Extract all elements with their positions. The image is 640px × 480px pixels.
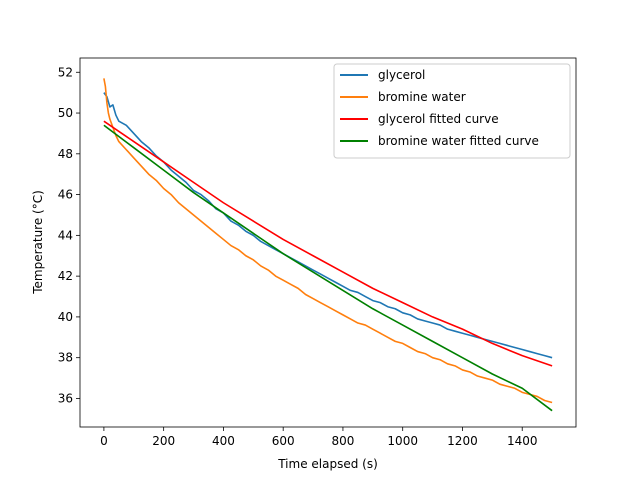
series-layer [103, 78, 553, 412]
y-tick-label: 52 [58, 65, 73, 79]
series-line-bromine-water-fitted-curve [103, 124, 553, 412]
x-tick-label: 0 [100, 434, 108, 448]
x-tick-label: 1200 [447, 434, 478, 448]
legend: glycerol bromine water glycerol fitted cur… [333, 63, 571, 159]
axes-frame [79, 57, 577, 428]
x-tick-label: 600 [272, 434, 295, 448]
y-tick-label: 46 [58, 188, 73, 202]
y-tick-label: 40 [58, 310, 73, 324]
x-tick-label: 800 [331, 434, 354, 448]
series-line-glycerol-fitted-curve [103, 120, 553, 367]
legend-box [333, 63, 571, 159]
y-tick-label: 50 [58, 106, 73, 120]
y-tick-label: 42 [58, 269, 73, 283]
legend-entry-label: glycerol [378, 68, 425, 82]
x-tick-label: 200 [152, 434, 175, 448]
y-axis-label: Temperature (°C) [31, 190, 45, 295]
x-tick-label: 1400 [507, 434, 538, 448]
x-tick-label: 1000 [387, 434, 418, 448]
axes-layer: 0 200 400 600 800 1000 1200 1400 36 38 40 42 44 46 48 5… [58, 57, 577, 448]
x-axis-label: Time elapsed (s) [277, 457, 378, 471]
legend-entry-label: bromine water fitted curve [378, 134, 539, 148]
y-tick-label: 48 [58, 147, 73, 161]
x-tick-label: 400 [212, 434, 235, 448]
y-tick-label: 38 [58, 351, 73, 365]
series-line-bromine-water [103, 78, 553, 404]
y-tick-label: 36 [58, 391, 73, 405]
legend-entry-label: glycerol fitted curve [378, 112, 499, 126]
legend-entry-label: bromine water [378, 90, 466, 104]
y-tick-label: 44 [58, 228, 73, 242]
